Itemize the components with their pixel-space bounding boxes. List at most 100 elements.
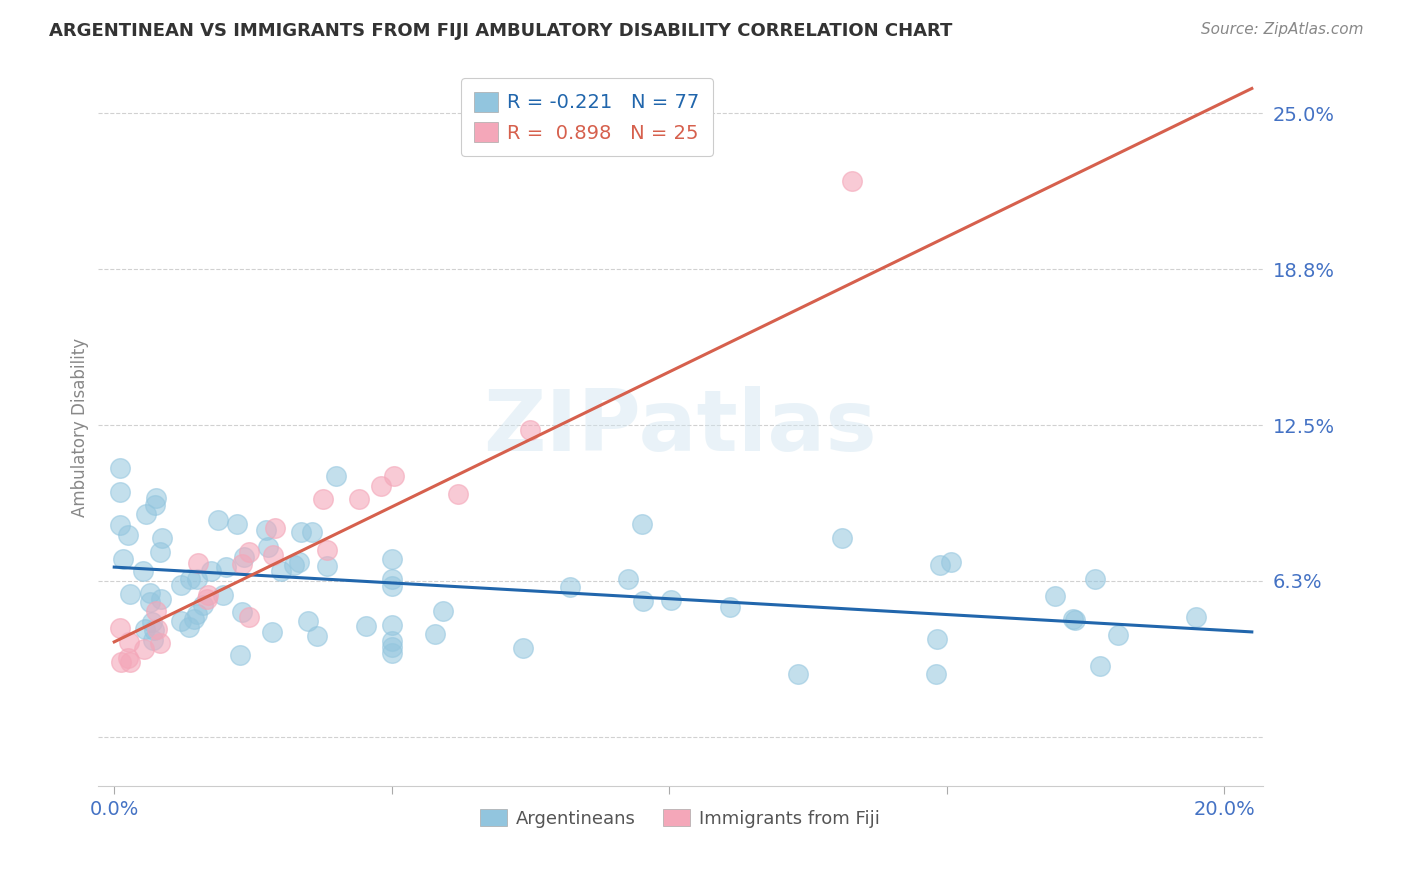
Point xyxy=(659,593,682,607)
Point xyxy=(633,593,655,607)
Point xyxy=(288,555,311,569)
Point xyxy=(316,558,339,573)
Point xyxy=(718,600,741,615)
Point xyxy=(150,531,173,545)
Point xyxy=(148,636,170,650)
Point xyxy=(307,629,329,643)
Point xyxy=(141,615,163,630)
Point xyxy=(558,581,581,595)
Point xyxy=(347,491,370,506)
Point xyxy=(925,632,948,646)
Point xyxy=(432,604,454,618)
Point xyxy=(381,572,404,586)
Text: Source: ZipAtlas.com: Source: ZipAtlas.com xyxy=(1201,22,1364,37)
Point xyxy=(138,595,160,609)
Point xyxy=(195,591,218,606)
Point xyxy=(193,598,215,612)
Text: ZIPatlas: ZIPatlas xyxy=(484,386,877,469)
Point xyxy=(207,513,229,527)
Point xyxy=(197,588,219,602)
Point xyxy=(382,469,405,483)
Point xyxy=(312,491,335,506)
Point xyxy=(787,667,810,681)
Point xyxy=(939,555,962,569)
Point xyxy=(135,508,157,522)
Point xyxy=(283,558,305,573)
Point xyxy=(617,572,640,586)
Point xyxy=(183,612,205,626)
Point xyxy=(381,579,404,593)
Point xyxy=(110,485,132,500)
Point xyxy=(134,622,156,636)
Point xyxy=(929,558,952,572)
Point xyxy=(316,543,339,558)
Point xyxy=(229,648,252,662)
Point xyxy=(631,516,654,531)
Point xyxy=(519,423,541,437)
Point xyxy=(112,552,135,566)
Point xyxy=(1084,572,1107,586)
Point xyxy=(254,523,277,537)
Point xyxy=(260,624,283,639)
Y-axis label: Ambulatory Disability: Ambulatory Disability xyxy=(72,338,89,517)
Point xyxy=(238,545,260,559)
Point xyxy=(264,521,287,535)
Point xyxy=(1088,658,1111,673)
Point xyxy=(149,592,172,607)
Point xyxy=(381,634,404,648)
Point xyxy=(381,617,404,632)
Point xyxy=(381,640,404,655)
Point xyxy=(187,556,209,570)
Point xyxy=(381,552,404,566)
Point xyxy=(354,619,377,633)
Point xyxy=(186,607,208,622)
Point xyxy=(325,468,347,483)
Point xyxy=(118,655,141,669)
Point xyxy=(301,524,323,539)
Point xyxy=(1062,611,1084,625)
Point xyxy=(370,478,392,492)
Point xyxy=(231,557,253,571)
Point xyxy=(117,651,139,665)
Point xyxy=(170,578,193,592)
Legend: Argentineans, Immigrants from Fiji: Argentineans, Immigrants from Fiji xyxy=(472,802,887,835)
Point xyxy=(831,531,853,545)
Point xyxy=(143,498,166,512)
Point xyxy=(257,541,280,555)
Point xyxy=(117,635,139,649)
Point xyxy=(1043,589,1066,603)
Point xyxy=(186,572,208,586)
Point xyxy=(297,614,319,628)
Point xyxy=(200,564,222,578)
Point xyxy=(226,516,249,531)
Point xyxy=(143,623,166,637)
Text: ARGENTINEAN VS IMMIGRANTS FROM FIJI AMBULATORY DISABILITY CORRELATION CHART: ARGENTINEAN VS IMMIGRANTS FROM FIJI AMBU… xyxy=(49,22,953,40)
Point xyxy=(145,604,167,618)
Point xyxy=(423,627,446,641)
Point xyxy=(381,646,404,660)
Point xyxy=(512,640,534,655)
Point xyxy=(447,487,470,501)
Point xyxy=(1107,628,1129,642)
Point xyxy=(132,641,155,656)
Point xyxy=(179,620,201,634)
Point xyxy=(138,586,160,600)
Point xyxy=(925,667,948,681)
Point xyxy=(118,587,141,601)
Point xyxy=(841,174,863,188)
Point xyxy=(145,491,167,505)
Point xyxy=(231,605,253,619)
Point xyxy=(117,528,139,542)
Point xyxy=(232,549,254,564)
Point xyxy=(170,614,193,628)
Point xyxy=(212,588,235,602)
Point xyxy=(146,623,169,637)
Point xyxy=(142,633,165,648)
Point xyxy=(108,460,131,475)
Point xyxy=(238,609,260,624)
Point xyxy=(215,559,238,574)
Point xyxy=(262,548,284,562)
Point xyxy=(108,517,131,532)
Point xyxy=(149,544,172,558)
Point xyxy=(270,564,292,578)
